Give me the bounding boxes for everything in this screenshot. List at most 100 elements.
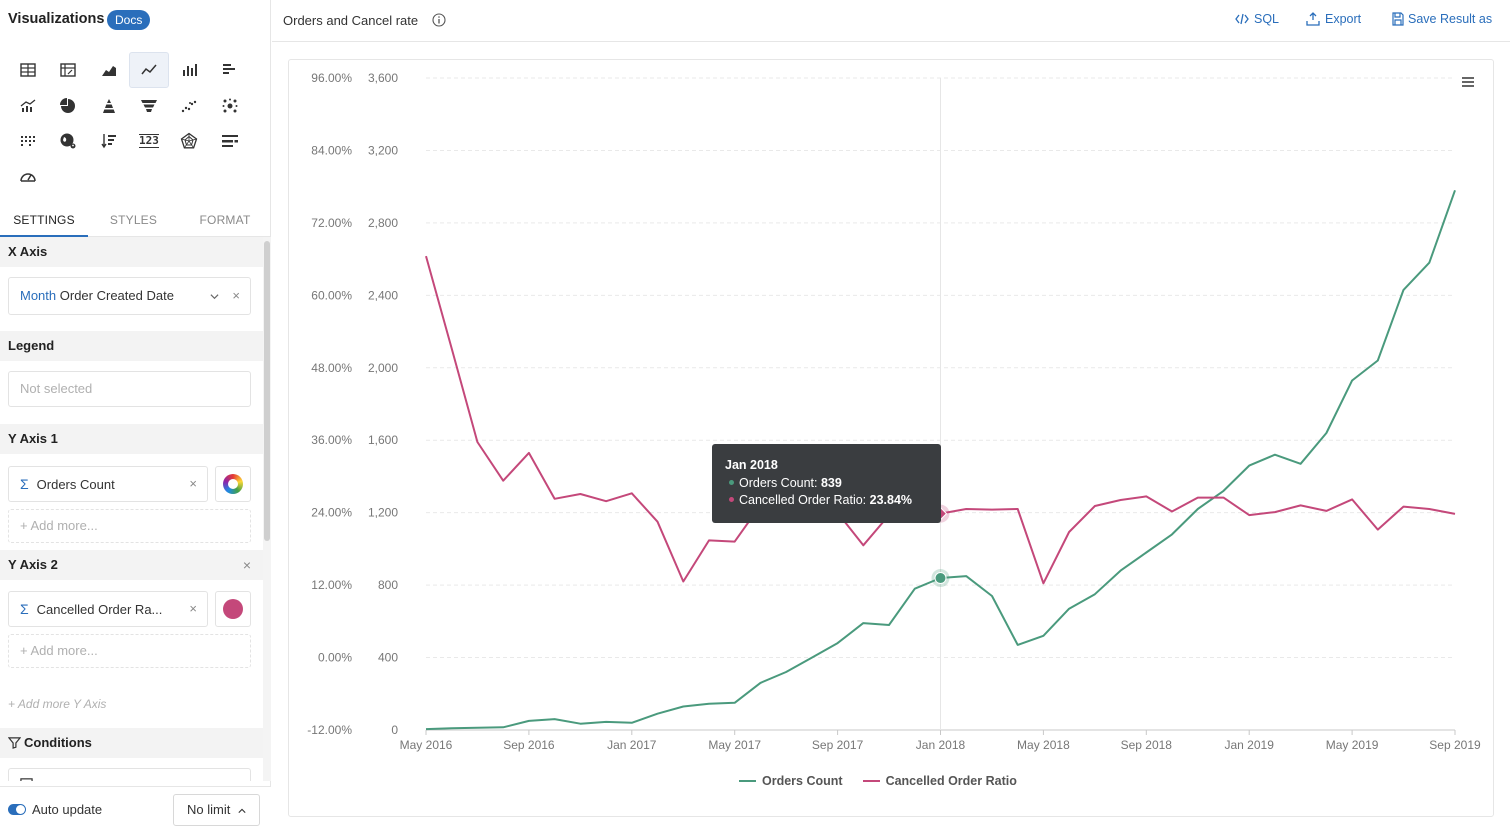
- x-axis-granularity[interactable]: Month: [20, 288, 57, 303]
- y-left-tick-label: 12.00%: [311, 578, 352, 592]
- x-tick-label: Sep 2017: [812, 738, 864, 752]
- metric-kpi-text: 123: [138, 134, 159, 149]
- highlight-point-orders: [934, 572, 947, 585]
- y-axis-1-remove-button[interactable]: ×: [189, 476, 197, 491]
- info-icon[interactable]: [432, 13, 446, 27]
- y-axis-2-remove-button[interactable]: ×: [242, 557, 251, 573]
- add-more-y-axis-link[interactable]: + Add more Y Axis: [8, 697, 107, 711]
- bubble-icon[interactable]: [210, 88, 250, 124]
- area-chart-icon[interactable]: [89, 52, 129, 88]
- combo-chart-icon[interactable]: [8, 88, 48, 124]
- radar-icon[interactable]: [169, 123, 209, 159]
- bar-chart-icon[interactable]: [169, 52, 209, 88]
- gauge-icon[interactable]: [8, 159, 48, 195]
- y-axis-2-field-name: Cancelled Order Ra...: [36, 602, 163, 617]
- pivot-table-icon[interactable]: [48, 52, 88, 88]
- tooltip-cancel-value: 23.84%: [869, 493, 913, 507]
- tooltip-orders-value: 839: [820, 476, 842, 490]
- table-icon[interactable]: [8, 52, 48, 88]
- y-axis-1-field[interactable]: Σ Orders Count ×: [8, 466, 208, 502]
- tab-styles[interactable]: STYLES: [109, 213, 158, 227]
- y-axis-1-add-more[interactable]: + Add more...: [8, 509, 251, 543]
- legend-placeholder: Not selected: [20, 381, 93, 396]
- funnel-icon[interactable]: [129, 88, 169, 124]
- panel-title: Visualizations: [8, 11, 105, 27]
- y-axis-1-field-name: Orders Count: [36, 477, 115, 492]
- y-axis-2-field[interactable]: Σ Cancelled Order Ra... ×: [8, 591, 208, 627]
- line-chart-icon[interactable]: [128, 52, 169, 88]
- y-left-tick-label: 24.00%: [311, 506, 352, 520]
- report-title: Orders and Cancel rate: [283, 13, 419, 28]
- visualization-settings-panel: Visualizations Docs 123 SETTINGS STYLES …: [0, 0, 271, 831]
- chevron-down-icon[interactable]: [210, 292, 219, 301]
- legend-item-cancelled-ratio[interactable]: Cancelled Order Ratio: [862, 772, 1017, 790]
- horizontal-bar-icon[interactable]: [210, 52, 250, 88]
- save-icon: [1392, 12, 1404, 26]
- y-right-tick-label: 0: [391, 723, 398, 737]
- y-right-tick-label: 3,600: [368, 71, 398, 85]
- conditions-title: Conditions: [24, 735, 92, 750]
- auto-update-label: Auto update: [32, 802, 103, 817]
- line-chart: 96.00% 3,600 84.00% 3,200 72.00% 2,800 60.00% 2…: [307, 71, 1481, 752]
- y-axis-2-remove-field-button[interactable]: ×: [189, 601, 197, 616]
- x-axis-header: X Axis: [0, 237, 263, 267]
- y-axis-2-header: Y Axis 2 ×: [0, 550, 263, 580]
- export-button[interactable]: Export: [1306, 12, 1361, 26]
- geo-map-icon[interactable]: [48, 123, 88, 159]
- panel-footer: Auto update No limit: [0, 786, 271, 831]
- y-left-tick-label: 60.00%: [311, 288, 352, 302]
- y-axis-2-add-more[interactable]: + Add more...: [8, 634, 251, 668]
- y-axis-1-header: Y Axis 1: [0, 424, 263, 454]
- chart-legend: Orders Count Cancelled Order Ratio: [739, 772, 1017, 790]
- series-color-swatch: [223, 599, 243, 619]
- settings-tabs: SETTINGS STYLES FORMAT: [0, 202, 271, 237]
- x-tick-label: May 2019: [1326, 738, 1379, 752]
- main-area: Orders and Cancel rate SQL Export Save R…: [272, 0, 1510, 831]
- scrollbar-thumb[interactable]: [264, 241, 270, 541]
- scatter-icon[interactable]: [169, 88, 209, 124]
- y-right-tick-label: 2,000: [368, 361, 398, 375]
- heatmap-icon[interactable]: [8, 123, 48, 159]
- code-icon: [1235, 13, 1249, 25]
- y-left-tick-label: 72.00%: [311, 216, 352, 230]
- settings-scrollbar[interactable]: [263, 237, 271, 781]
- panel-header: Visualizations Docs: [0, 0, 271, 40]
- condition-field[interactable]: [8, 768, 251, 781]
- row-limit-dropdown[interactable]: No limit: [173, 794, 260, 826]
- save-result-button[interactable]: Save Result as: [1391, 12, 1492, 26]
- view-sql-button[interactable]: SQL: [1235, 12, 1279, 26]
- legend-field[interactable]: Not selected: [8, 371, 251, 407]
- docs-link[interactable]: Docs: [107, 10, 151, 30]
- conditions-header: Conditions: [0, 728, 263, 758]
- x-tick-label: May 2016: [400, 738, 453, 752]
- y-left-tick-label: 84.00%: [311, 143, 352, 157]
- pie-chart-icon[interactable]: [48, 88, 88, 124]
- tab-format[interactable]: FORMAT: [199, 213, 251, 227]
- x-axis-field-name: Order Created Date: [59, 288, 174, 303]
- x-axis-field[interactable]: Month Order Created Date ×: [8, 277, 251, 315]
- x-axis-remove-button[interactable]: ×: [232, 288, 240, 303]
- pyramid-icon[interactable]: [89, 88, 129, 124]
- series-color-picker[interactable]: [215, 591, 251, 627]
- sorted-bar-icon[interactable]: [89, 123, 129, 159]
- legend-item-orders-count[interactable]: Orders Count: [739, 772, 843, 790]
- export-label: Export: [1325, 12, 1362, 26]
- chart-tooltip: Jan 2018 Orders Count: 839 Cancelled Ord…: [712, 444, 941, 523]
- x-tick-label: May 2017: [708, 738, 761, 752]
- hamburger-menu-icon[interactable]: [1461, 75, 1475, 89]
- metric-kpi-icon[interactable]: 123: [129, 123, 169, 159]
- y-right-tick-label: 400: [378, 651, 398, 665]
- tooltip-orders-label: Orders Count:: [739, 476, 821, 490]
- x-tick-label: May 2018: [1017, 738, 1070, 752]
- tab-settings[interactable]: SETTINGS: [0, 202, 88, 237]
- color-wheel-picker[interactable]: [215, 466, 251, 502]
- y-right-tick-label: 800: [378, 578, 398, 592]
- tooltip-cancel-label: Cancelled Order Ratio:: [739, 493, 870, 507]
- sql-label: SQL: [1254, 12, 1280, 26]
- auto-update-toggle[interactable]: [8, 804, 26, 815]
- sigma-icon: Σ: [20, 476, 29, 492]
- y-right-tick-label: 2,800: [368, 216, 398, 230]
- bullet-icon[interactable]: [210, 123, 250, 159]
- tooltip-row-cancel: Cancelled Order Ratio: 23.84%: [725, 492, 941, 509]
- calendar-icon: [20, 778, 33, 781]
